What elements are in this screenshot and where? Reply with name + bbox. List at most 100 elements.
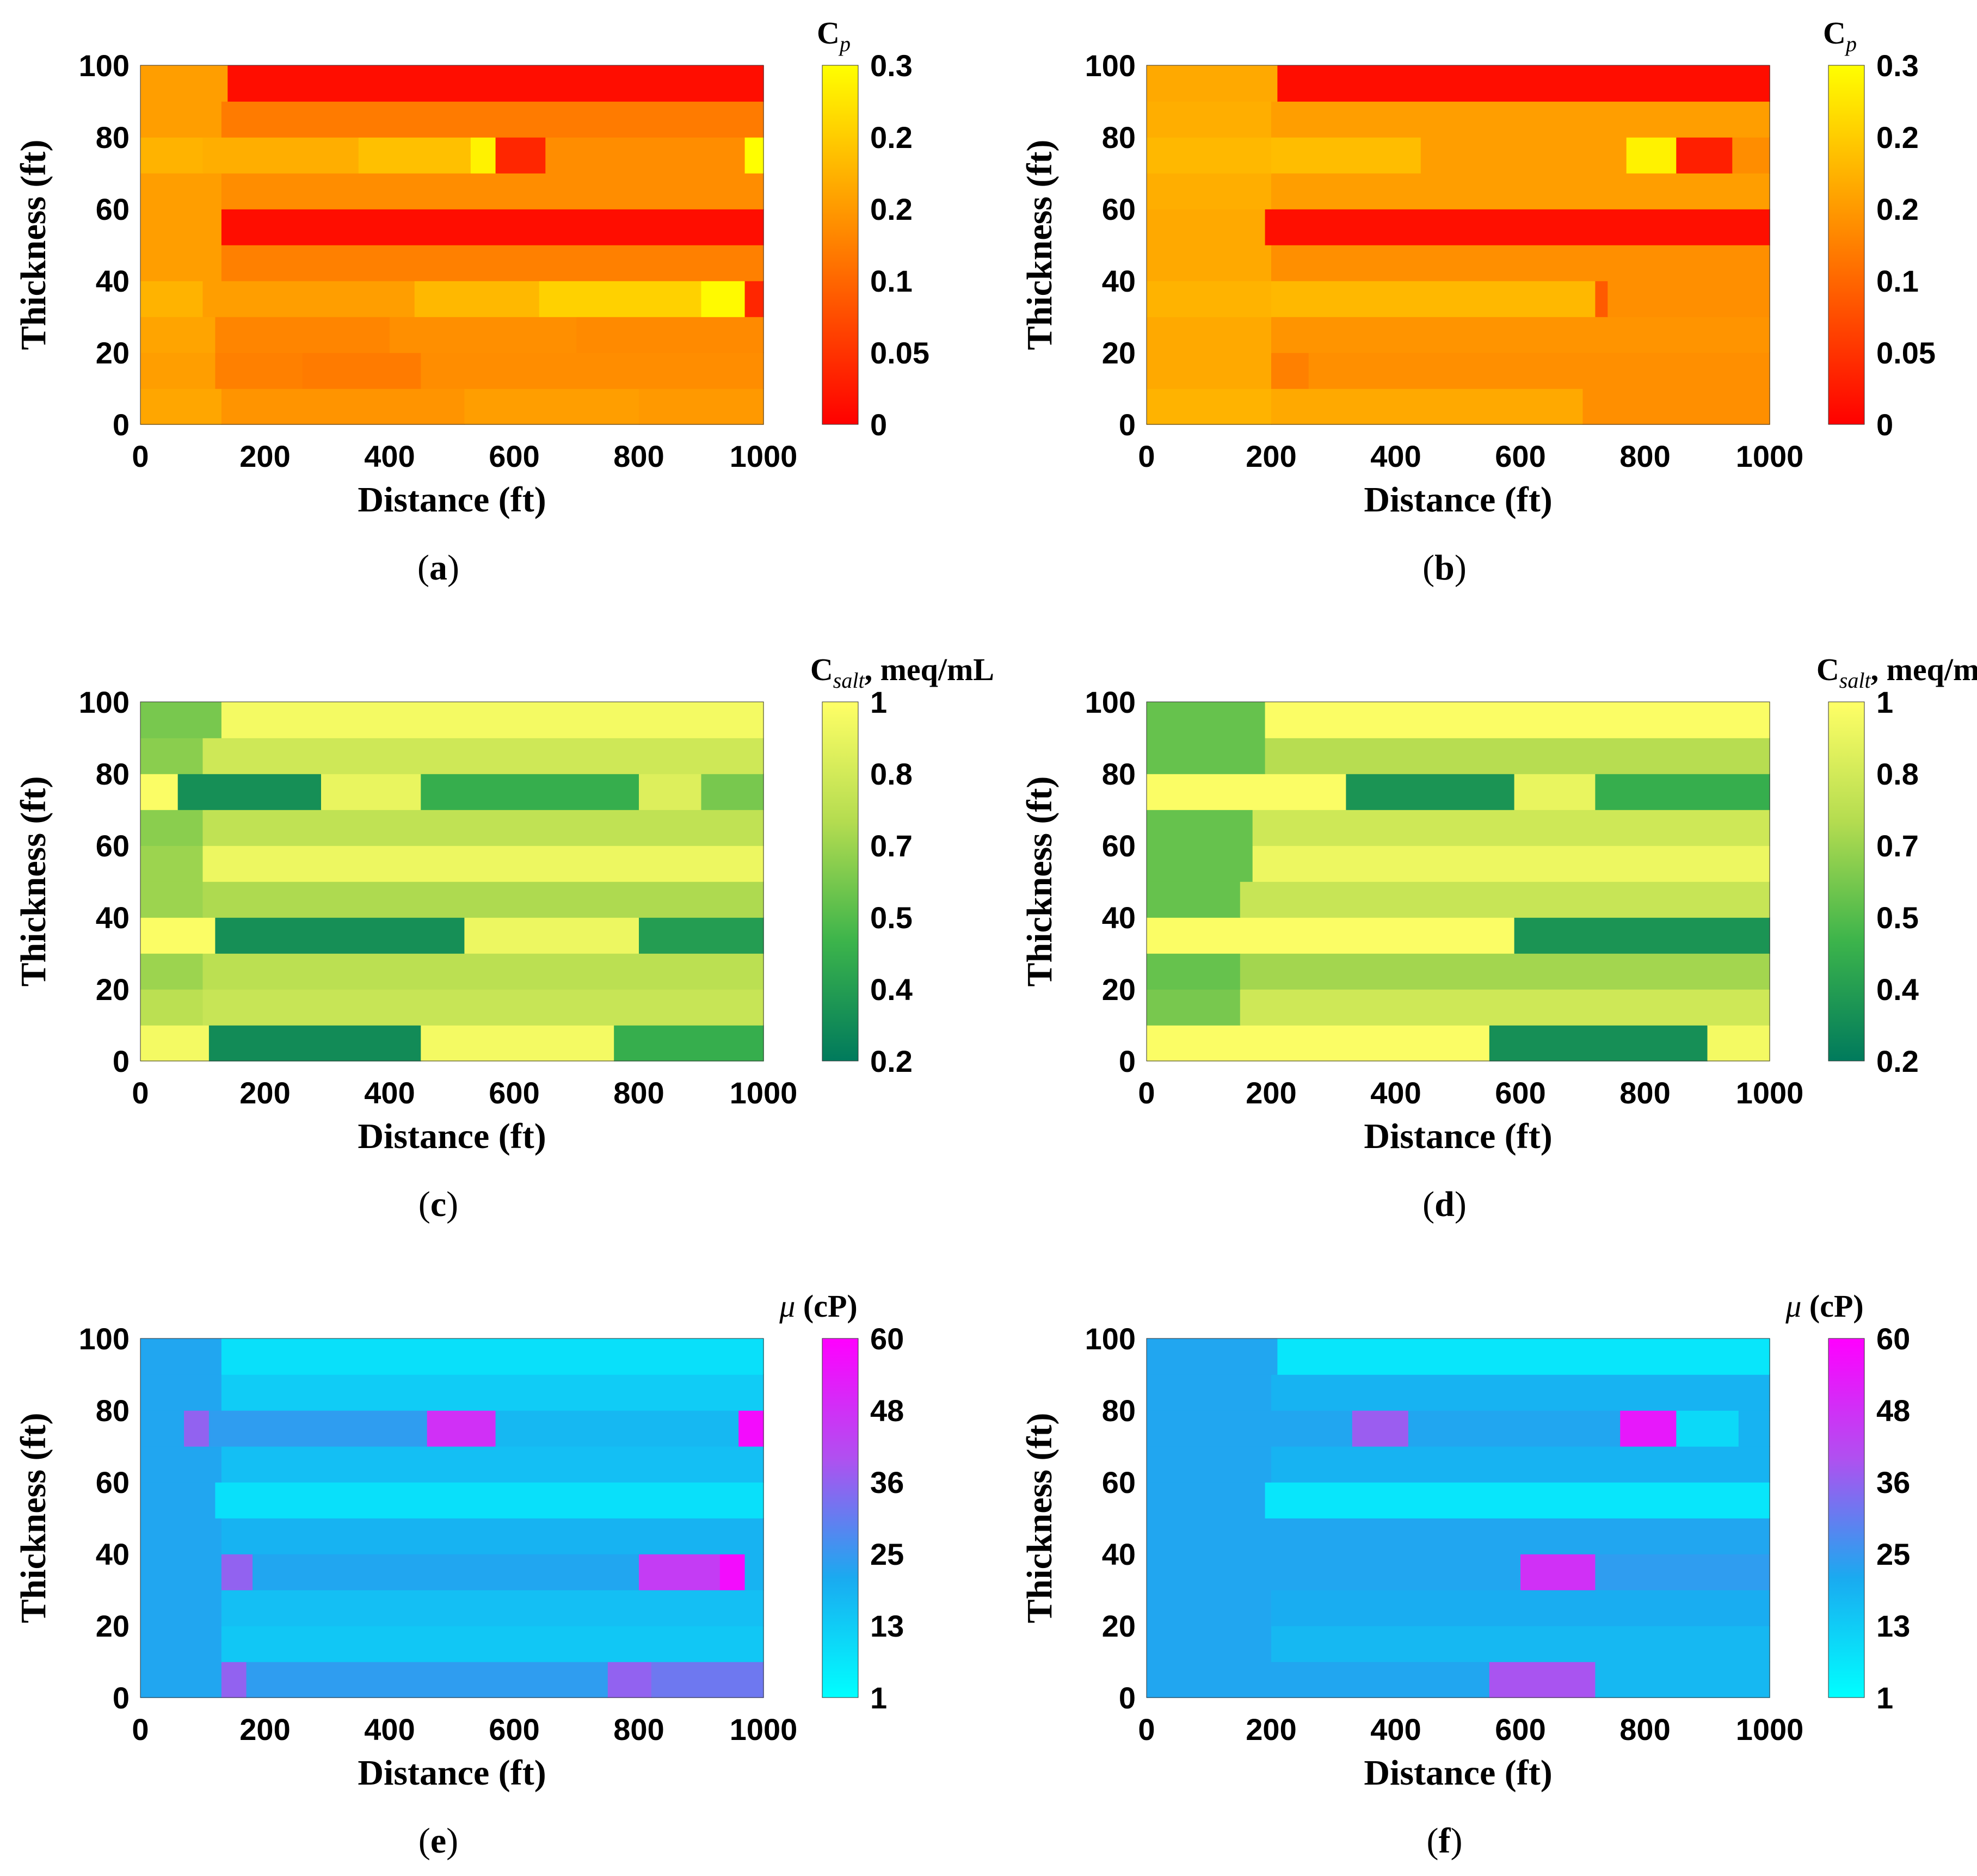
- heatmap-cell: [464, 388, 639, 425]
- heatmap-cell: [1147, 388, 1272, 425]
- x-tick-label: 400: [1370, 439, 1421, 473]
- heatmap-area: [140, 702, 764, 1062]
- heatmap-cell: [1147, 702, 1266, 738]
- heatmap-cell: [1420, 137, 1627, 174]
- heatmap-cell: [202, 846, 764, 882]
- heatmap-cell: [1147, 1446, 1272, 1483]
- heatmap-cell: [246, 1662, 608, 1698]
- colorbar-title: μ (cP): [779, 1288, 857, 1324]
- x-tick-label: 800: [1619, 1712, 1670, 1747]
- heatmap-cell: [1308, 353, 1770, 389]
- heatmap-cell: [639, 388, 764, 425]
- heatmap-cell: [140, 1482, 216, 1519]
- x-tick-label: 600: [489, 439, 539, 473]
- heatmap-cell: [140, 810, 204, 846]
- heatmap-cell: [1271, 1518, 1770, 1554]
- heatmap-cell: [1271, 353, 1309, 389]
- y-tick-label: 80: [1102, 1393, 1136, 1428]
- heatmap-cell: [1147, 137, 1272, 174]
- heatmap-cell: [1582, 388, 1770, 425]
- heatmap-cell: [1271, 388, 1584, 425]
- y-tick-label: 60: [1102, 192, 1136, 226]
- x-tick-label: 400: [1370, 1712, 1421, 1747]
- colorbar-tick-label: 13: [870, 1609, 904, 1643]
- x-tick-label: 1000: [1736, 1712, 1804, 1747]
- x-tick-label: 200: [1246, 1712, 1296, 1747]
- colorbar-tick-label: 0.7: [1876, 829, 1919, 863]
- colorbar-tick-label: 0.1: [1876, 264, 1919, 298]
- colorbar-tick-label: 0.05: [1876, 336, 1936, 370]
- heatmap-cell: [701, 281, 746, 317]
- heatmap-cell: [140, 1338, 222, 1375]
- y-tick-label: 40: [1102, 1537, 1136, 1571]
- heatmap-cell: [1147, 953, 1241, 990]
- heatmap-cell: [1147, 1025, 1490, 1062]
- colorbar-tick-label: 0.4: [870, 972, 913, 1007]
- heatmap-cell: [614, 1025, 764, 1062]
- y-tick-label: 20: [1102, 336, 1136, 370]
- panel-a: 0 200 400 600 800 1000 0 20 40 60 80 100 Distance (f…: [14, 15, 929, 588]
- y-tick-label: 20: [1102, 1609, 1136, 1643]
- heatmap-cell: [202, 810, 764, 846]
- colorbar-tick-label: 1: [870, 1681, 887, 1715]
- heatmap-cell: [639, 774, 702, 810]
- x-tick-label: 800: [613, 1712, 664, 1747]
- heatmap-cell: [202, 137, 359, 174]
- heatmap-cell: [140, 1025, 210, 1062]
- y-tick-label: 40: [96, 1537, 130, 1571]
- x-axis-label: Distance (ft): [358, 480, 546, 520]
- heatmap-cell: [1514, 774, 1596, 810]
- colorbar-title: Csalt, meq/mL: [810, 652, 994, 693]
- heatmap-cell: [1147, 1626, 1272, 1662]
- colorbar-tick-label: 0: [1876, 408, 1893, 442]
- y-tick-label: 80: [1102, 120, 1136, 155]
- colorbar-tick-label: 0.2: [1876, 1044, 1919, 1078]
- heatmap-cell: [651, 1662, 764, 1698]
- heatmap-cell: [1271, 1374, 1770, 1411]
- heatmap-cell: [1252, 846, 1770, 882]
- y-tick-label: 60: [1102, 1465, 1136, 1499]
- heatmap-cell: [1676, 1410, 1739, 1447]
- heatmap-cell: [208, 1025, 421, 1062]
- colorbar-tick-label: 0.5: [1876, 900, 1919, 935]
- heatmap-cell: [1147, 1374, 1272, 1411]
- y-tick-label: 0: [113, 1044, 130, 1078]
- colorbar-tick-label: 0.5: [870, 900, 913, 935]
- heatmap-cell: [1520, 1554, 1596, 1590]
- heatmap-cell: [140, 173, 222, 209]
- heatmap-cell: [1147, 917, 1515, 954]
- heatmap-cell: [1595, 774, 1770, 810]
- heatmap-cell: [140, 953, 204, 990]
- heatmap-cell: [177, 774, 322, 810]
- heatmap-cell: [1147, 774, 1347, 810]
- x-tick-label: 1000: [730, 1712, 798, 1747]
- heatmap-cell: [202, 281, 415, 317]
- panel-c: 0 200 400 600 800 1000 0 20 40 60 80 100 Distance (f…: [14, 652, 994, 1224]
- heatmap-cell: [1147, 1662, 1490, 1698]
- heatmap-cell: [421, 353, 764, 389]
- plot-frame: [1146, 1338, 1770, 1698]
- heatmap-cell: [1147, 65, 1278, 102]
- heatmap-cell: [1271, 245, 1770, 281]
- heatmap-cell: [221, 173, 764, 209]
- y-tick-label: 40: [96, 900, 130, 935]
- y-tick-label: 0: [113, 1681, 130, 1715]
- heatmap-cell: [184, 1410, 210, 1447]
- colorbar-tick-label: 60: [1876, 1322, 1910, 1356]
- heatmap-cell: [1271, 1590, 1770, 1626]
- heatmap-cell: [215, 1482, 764, 1519]
- heatmap-cell: [221, 1446, 764, 1483]
- colorbar: [1828, 1338, 1865, 1698]
- heatmap-cell: [202, 881, 764, 918]
- heatmap-cell: [221, 1554, 253, 1590]
- heatmap-area: [140, 1338, 764, 1698]
- colorbar-tick-label: 13: [1876, 1609, 1910, 1643]
- heatmap-cell: [421, 1025, 615, 1062]
- colorbar-tick-label: 0.3: [870, 48, 913, 83]
- colorbar-title: Cp: [817, 15, 851, 56]
- heatmap-cell: [140, 388, 222, 425]
- heatmap-cell: [215, 917, 465, 954]
- colorbar-tick-label: 1: [1876, 685, 1893, 719]
- heatmap-cell: [744, 137, 764, 174]
